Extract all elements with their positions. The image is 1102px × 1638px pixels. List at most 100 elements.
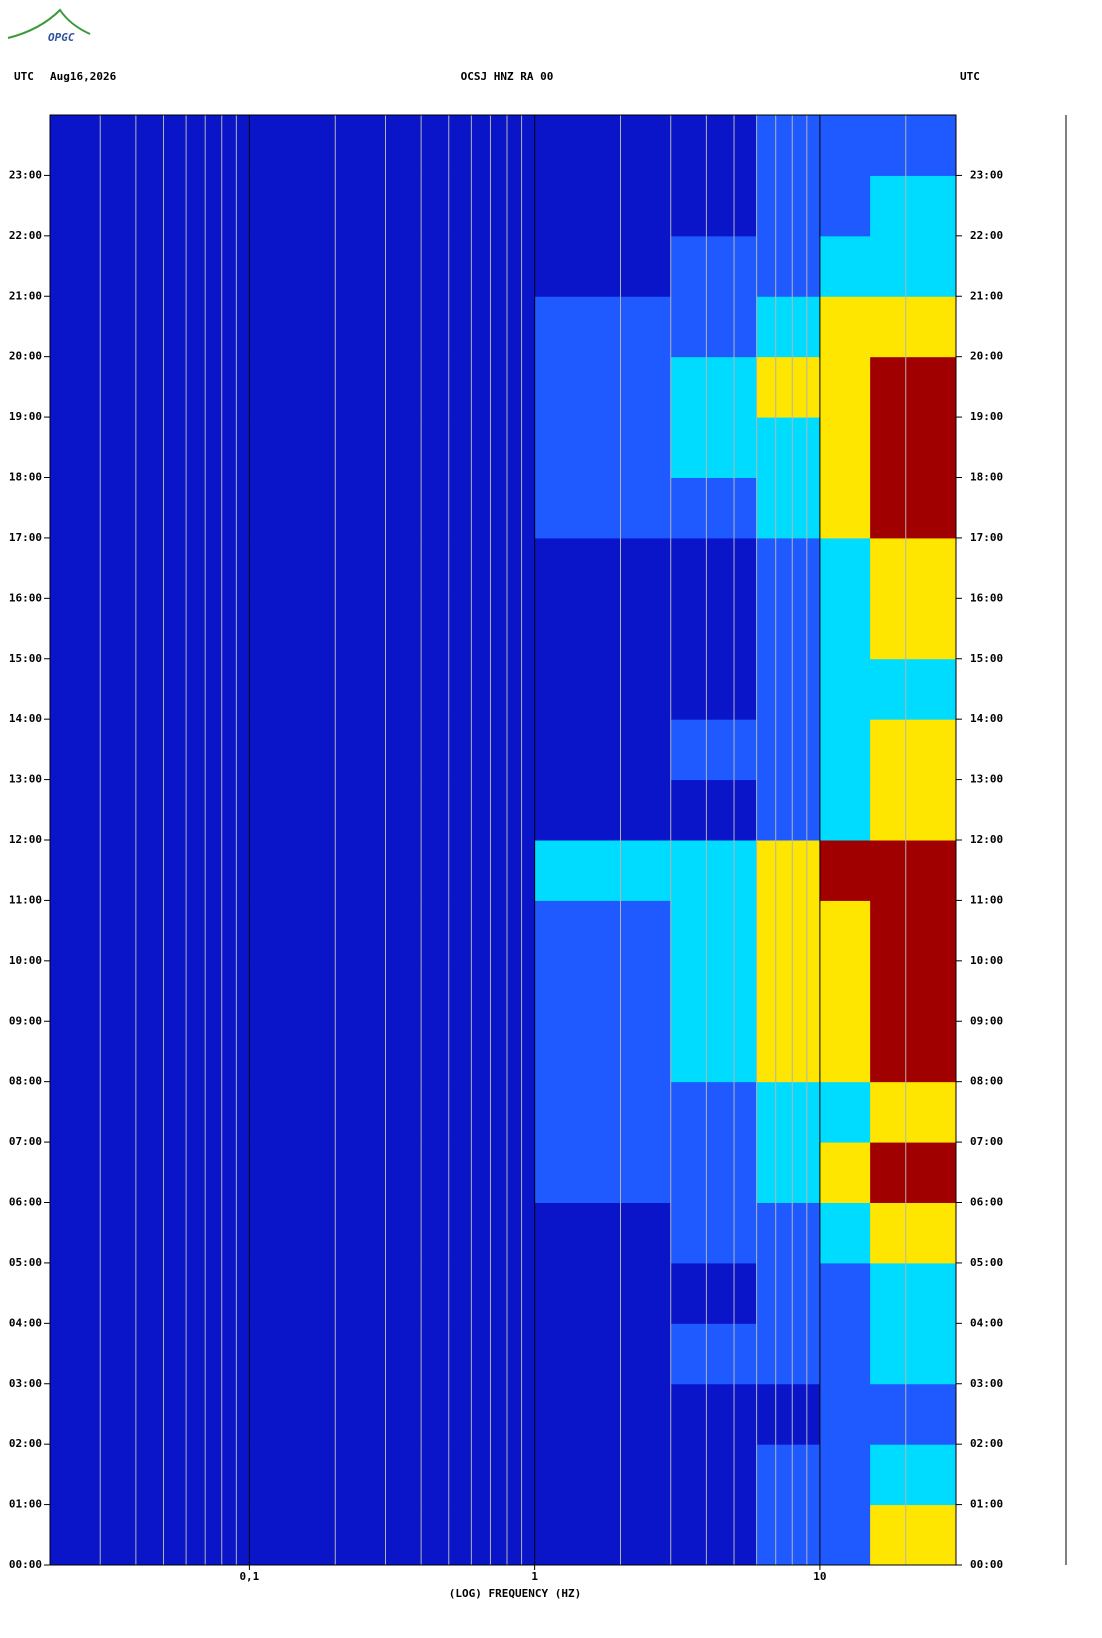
spectrogram-cell [670, 477, 758, 539]
y-tick-label: 15:00 [9, 652, 42, 665]
spectrogram-cell [50, 1504, 250, 1566]
spectrogram-cell [534, 1142, 672, 1203]
spectrogram-cell [917, 1383, 957, 1445]
spectrogram-cell [756, 1202, 821, 1264]
spectrogram-cell [670, 840, 758, 901]
spectrogram-cell [756, 779, 821, 841]
spectrogram-cell [756, 175, 821, 237]
spectrogram-cell [50, 1262, 250, 1324]
spectrogram-cell [534, 598, 672, 660]
spectrogram-cell [756, 1504, 821, 1566]
spectrogram-cell [917, 1142, 957, 1203]
spectrogram-cell [819, 1323, 871, 1385]
spectrogram-cell [870, 1142, 919, 1203]
y-tick-label: 23:00 [970, 168, 1003, 181]
spectrogram-cell [670, 235, 758, 297]
y-tick-label: 16:00 [970, 591, 1003, 604]
y-tick-label: 00:00 [9, 1558, 42, 1571]
spectrogram-cell [870, 779, 919, 841]
spectrogram-cell [534, 779, 672, 841]
y-tick-label: 05:00 [970, 1256, 1003, 1269]
spectrogram-cell [819, 840, 871, 901]
spectrogram-cell [819, 598, 871, 660]
spectrogram-cell [50, 235, 250, 297]
y-tick-label: 09:00 [9, 1014, 42, 1027]
spectrogram-cell [50, 1021, 250, 1083]
spectrogram-cell [870, 356, 919, 418]
spectrogram-cell [819, 1142, 871, 1203]
spectrogram-cell [249, 658, 536, 720]
x-tick-label: 0,1 [239, 1570, 259, 1583]
spectrogram-cell [249, 779, 536, 841]
spectrogram-cell [534, 235, 672, 297]
spectrogram-cell [917, 1021, 957, 1083]
y-tick-label: 09:00 [970, 1014, 1003, 1027]
spectrogram-cell [917, 115, 957, 176]
spectrogram-cell [249, 960, 536, 1022]
spectrogram-cell [819, 537, 871, 599]
spectrogram-cell [917, 296, 957, 358]
spectrogram-cell [50, 296, 250, 358]
y-tick-label: 03:00 [970, 1377, 1003, 1390]
spectrogram-cell [534, 175, 672, 237]
spectrogram-cell [870, 658, 919, 720]
y-tick-label: 06:00 [9, 1196, 42, 1209]
spectrogram-cell [756, 1323, 821, 1385]
y-tick-label: 05:00 [9, 1256, 42, 1269]
spectrogram-cell [917, 840, 957, 901]
spectrogram-cell [917, 1262, 957, 1324]
spectrogram-cell [917, 235, 957, 297]
spectrogram-cell [249, 477, 536, 539]
spectrogram-cell [756, 598, 821, 660]
spectrogram-cell [249, 356, 536, 418]
left-label: UTC [14, 70, 34, 83]
spectrogram-cell [50, 115, 250, 176]
spectrogram-cell [917, 1202, 957, 1264]
y-tick-label: 17:00 [970, 531, 1003, 544]
y-tick-label: 12:00 [9, 833, 42, 846]
y-tick-label: 11:00 [9, 893, 42, 906]
spectrogram-cell [670, 1021, 758, 1083]
spectrogram-cell [50, 779, 250, 841]
spectrogram-cell [670, 537, 758, 599]
chart-title: OCSJ HNZ RA 00 [461, 70, 554, 83]
spectrogram-cell [50, 1444, 250, 1506]
plot-frame [49, 114, 957, 1566]
spectrogram-cell [249, 175, 536, 237]
spectrogram-cell [50, 175, 250, 237]
spectrogram-cell [50, 960, 250, 1022]
spectrogram-cell [819, 175, 871, 237]
y-tick-label: 20:00 [9, 350, 42, 363]
y-tick-label: 01:00 [9, 1498, 42, 1511]
spectrogram-cell [670, 900, 758, 962]
y-tick-label: 12:00 [970, 833, 1003, 846]
spectrogram-cell [534, 537, 672, 599]
spectrogram-cell [870, 1504, 919, 1566]
spectrogram-cell [534, 477, 672, 539]
y-tick-label: 00:00 [970, 1558, 1003, 1571]
spectrogram-cell [870, 1262, 919, 1324]
spectrogram-cell [50, 900, 250, 962]
spectrogram-cell [670, 1081, 758, 1143]
spectrogram-cell [917, 900, 957, 962]
spectrogram-cell [50, 658, 250, 720]
x-tick-label: 10 [813, 1570, 826, 1583]
y-tick-label: 22:00 [970, 229, 1003, 242]
spectrogram-cell [756, 900, 821, 962]
spectrogram-cell [756, 840, 821, 901]
spectrogram-cell [670, 1323, 758, 1385]
spectrogram-cell [870, 1081, 919, 1143]
spectrogram-cell [50, 356, 250, 418]
spectrogram-cell [534, 417, 672, 478]
spectrogram-cell [756, 1444, 821, 1506]
y-tick-label: 11:00 [970, 893, 1003, 906]
spectrogram-cell [819, 1202, 871, 1264]
spectrogram-cell [534, 1021, 672, 1083]
spectrogram-cell [534, 1323, 672, 1385]
spectrogram-cell [249, 598, 536, 660]
spectrogram-cell [870, 1383, 919, 1445]
spectrogram-cell [534, 658, 672, 720]
y-tick-label: 16:00 [9, 591, 42, 604]
spectrogram-cell [534, 1444, 672, 1506]
spectrogram-cell [534, 900, 672, 962]
